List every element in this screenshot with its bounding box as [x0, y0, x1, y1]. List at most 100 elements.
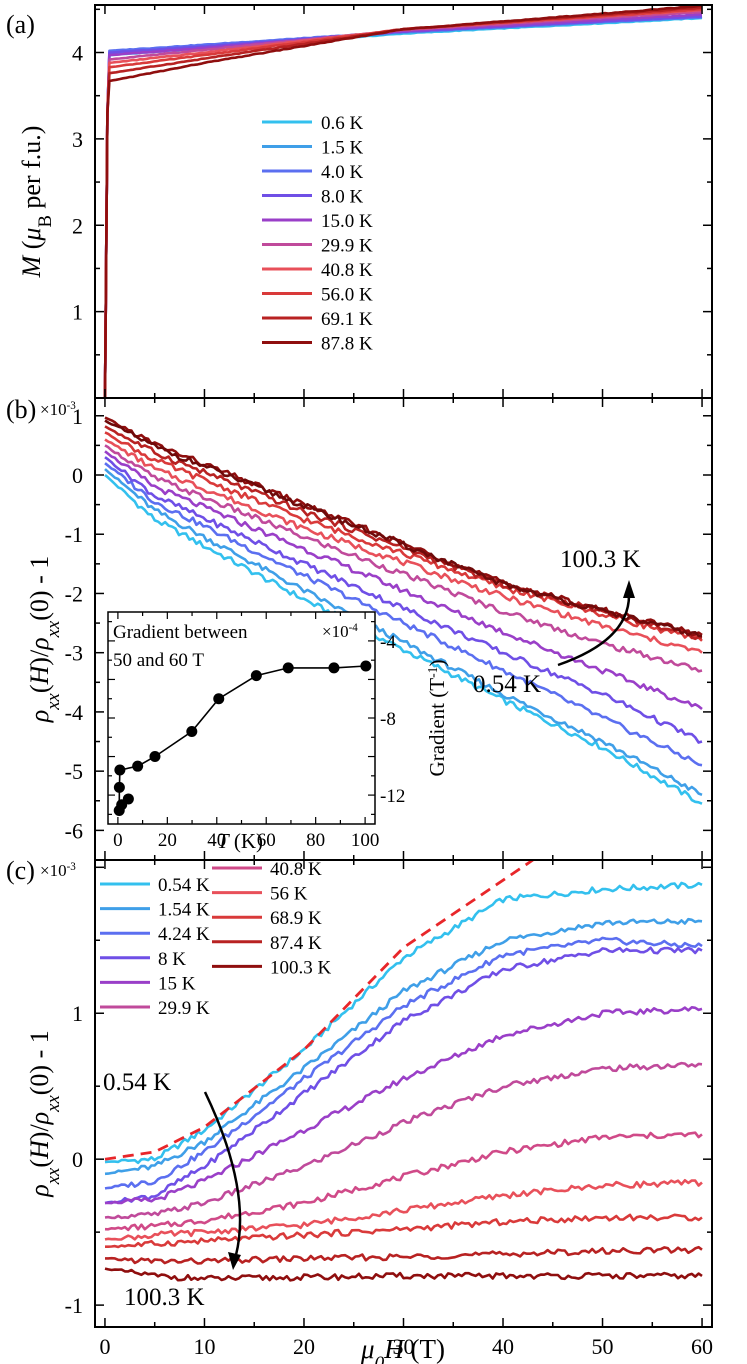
panel-c-temperature-arrow	[203, 1091, 242, 1270]
series-line	[105, 1006, 703, 1205]
series-line	[104, 946, 703, 1205]
panel-a-legend: 0.6 K 1.5 K 4.0 K 8.0 K 15.0 K 29.9 K 40.8 K 56…	[262, 113, 373, 355]
panel-b-inset: 0 20 40 60 80 100 -4 -8 -12 Gradient between 50 an…	[107, 611, 450, 853]
series-line	[103, 5, 703, 398]
panel-b-start-label: 0.54 K	[473, 671, 541, 698]
legend-label: 40.8 K	[321, 260, 373, 281]
y-tick-label: -3	[65, 641, 83, 666]
inset-point	[213, 693, 225, 705]
x-tick-label: 50	[592, 1334, 614, 1359]
legend-label: 29.9 K	[321, 236, 373, 257]
panel-a-label: (a)	[6, 10, 35, 39]
y-tick-label: 3	[72, 127, 83, 152]
inset-point	[122, 793, 134, 805]
inset-frame	[107, 611, 376, 825]
legend-label: 100.3 K	[270, 957, 332, 978]
panel-c-label: (c)	[6, 856, 35, 885]
y-tick-label: 1	[72, 300, 83, 325]
series-line	[103, 6, 703, 398]
series-line	[104, 419, 703, 638]
inset-y-tick-label: -12	[380, 786, 405, 807]
legend-label: 56.0 K	[321, 285, 373, 306]
inset-point	[114, 764, 126, 776]
panel-c-legend: 0.54 K 1.54 K 4.24 K 8 K 15 K 29.9 K 40.8 K 56 …	[100, 859, 332, 1019]
legend-label: 87.4 K	[270, 933, 322, 954]
y-tick-label: 1	[72, 404, 83, 429]
series-line	[104, 474, 703, 805]
inset-multiplier: ×10-4	[322, 622, 358, 641]
arrow-curve	[557, 593, 631, 667]
series-line	[104, 1179, 703, 1241]
arrow-head	[228, 1252, 241, 1270]
legend-label: 15 K	[158, 973, 196, 994]
panel-c-end-label: 100.3 K	[124, 1284, 205, 1311]
panel-b-y-ticks: 1 0 -1 -2 -3 -4 -5 -6	[65, 404, 712, 861]
x-tick-label: 30	[393, 1334, 415, 1359]
legend-label: 4.0 K	[321, 162, 364, 183]
panel-b-series-group	[104, 416, 703, 805]
y-tick-label: -2	[65, 581, 83, 606]
panel-a-y-axis-title: M (μB per f.u.)	[17, 126, 56, 279]
panel-a-frame	[94, 4, 713, 399]
panel-a-y-ticks: 1 2 3 4	[72, 8, 712, 399]
x-tick-label: 10	[193, 1334, 215, 1359]
legend-label: 68.9 K	[270, 908, 322, 929]
series-line	[104, 936, 703, 1190]
inset-x-tick-label: 60	[257, 830, 276, 851]
inset-y-tick-label: -8	[380, 709, 396, 730]
inset-point	[149, 751, 161, 763]
legend-label: 1.54 K	[158, 900, 210, 921]
inset-y-axis-title: Gradient (T-1)	[425, 660, 450, 777]
panel-c-y-axis-title: ρxx(H)/ρxx(0) - 1	[25, 1030, 64, 1198]
series-line	[104, 881, 703, 1165]
y-tick-label: -6	[65, 818, 83, 843]
series-line	[104, 462, 703, 767]
legend-label: 0.54 K	[158, 875, 210, 896]
panel-c-series-group	[104, 881, 703, 1282]
inset-point	[132, 760, 144, 772]
series-line	[104, 1061, 703, 1220]
legend-label: 0.6 K	[321, 113, 364, 134]
series-line	[104, 1267, 703, 1282]
panel-b-multiplier: ×10-3	[40, 400, 76, 419]
y-tick-label: 0	[72, 1147, 83, 1172]
inset-point	[328, 662, 340, 674]
x-tick-label: 20	[293, 1334, 315, 1359]
panel-a-x-ticks	[104, 5, 703, 398]
panel-b-end-label: 100.3 K	[560, 546, 641, 573]
legend-label: 8 K	[158, 949, 186, 970]
legend-label: 56 K	[270, 884, 308, 905]
inset-point	[113, 781, 125, 793]
panel-c-x-ticks: 0 10 20 30 40 50 60	[99, 860, 713, 1359]
series-line	[103, 13, 702, 398]
legend-label: 15.0 K	[321, 211, 373, 232]
panel-c-y-ticks: 1 0 -1	[65, 866, 712, 1318]
inset-point	[250, 670, 262, 682]
panel-b-temperature-arrow	[557, 580, 635, 667]
legend-label: 87.8 K	[321, 334, 373, 355]
series-line	[103, 8, 702, 398]
y-tick-label: 1	[72, 1001, 83, 1026]
inset-y-title: Gradient (T-1)	[425, 660, 450, 777]
inset-x-tick-label: 80	[306, 830, 325, 851]
series-line	[104, 431, 703, 642]
inset-title-line2: 50 and 60 T	[113, 650, 204, 671]
legend-label: 8.0 K	[321, 187, 364, 208]
inset-title-line1: Gradient between	[113, 622, 248, 643]
arrow-curve	[203, 1091, 242, 1256]
inset-x-axis-title: T (K)	[217, 829, 263, 853]
inset-x-tick-label: 20	[158, 830, 177, 851]
panel-c-fit-line	[104, 860, 534, 1161]
y-axis-title: M (μB per f.u.)	[17, 126, 56, 279]
inset-x-tick-label: 100	[351, 830, 380, 851]
series-line	[103, 16, 703, 398]
y-tick-label: 0	[72, 463, 83, 488]
panel-b-label: (b)	[6, 395, 36, 424]
x-tick-label: 0	[99, 1334, 110, 1359]
inset-point	[282, 662, 294, 674]
legend-label: 69.1 K	[321, 309, 373, 330]
y-tick-label: -1	[65, 1293, 83, 1318]
y-tick-label: 4	[72, 41, 83, 66]
series-line	[104, 456, 703, 744]
y-tick-label: -4	[65, 700, 83, 725]
